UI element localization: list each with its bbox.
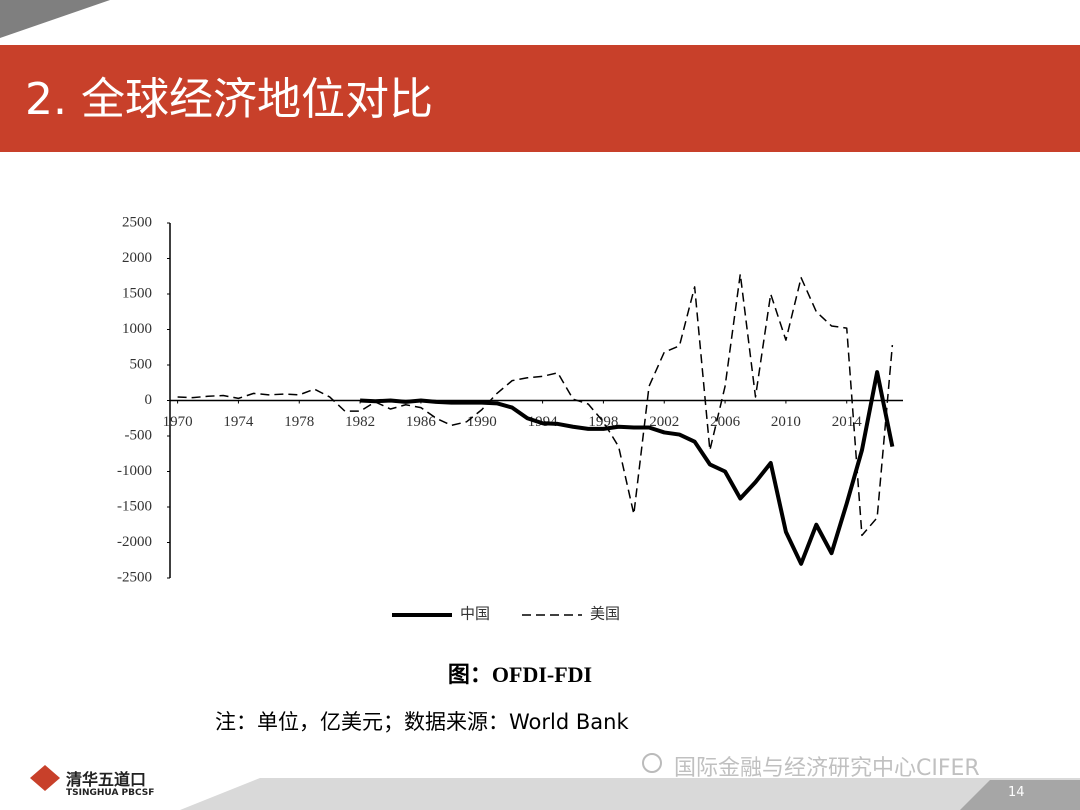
y-tick-label: 2500	[122, 214, 152, 230]
corner-triangle	[0, 0, 110, 38]
logo-mark	[30, 765, 60, 791]
watermark: 国际金融与经济研究中心CIFER	[674, 756, 980, 781]
x-tick-label: 1990	[467, 414, 497, 430]
footer-band	[180, 778, 1080, 810]
y-tick-label: -2500	[117, 569, 152, 585]
x-tick-label: 2014	[832, 414, 863, 430]
legend-label: 美国	[590, 605, 620, 622]
y-tick-label: -2000	[117, 534, 152, 550]
x-tick-label: 2002	[649, 414, 679, 430]
x-tick-label: 2010	[771, 414, 801, 430]
data-line	[359, 370, 895, 566]
y-tick-label: -1000	[117, 463, 152, 479]
footer-accent	[960, 780, 1080, 810]
y-tick-label: 0	[145, 392, 153, 408]
x-tick-label: 1978	[284, 414, 314, 430]
x-tick-label: 1974	[223, 414, 254, 430]
x-tick-label: 1986	[406, 414, 437, 430]
chart-note: 注：单位，亿美元；数据来源：World Bank	[215, 710, 629, 734]
header-band	[0, 45, 1080, 152]
y-tick-label: -500	[125, 427, 153, 443]
y-tick-label: 1500	[122, 285, 152, 301]
slide-title: 2. 全球经济地位对比	[25, 74, 433, 125]
x-tick-label: 1982	[345, 414, 375, 430]
page-number: 14	[1008, 785, 1025, 800]
logo-name: 清华五道口	[66, 770, 147, 789]
y-tick-label: 1000	[122, 321, 152, 337]
y-tick-label: 500	[130, 356, 153, 372]
legend-label: 中国	[460, 605, 490, 622]
chart: -2500 -2000 -1500 -1000 -500 0 500 1000 1500 2000…	[117, 214, 903, 622]
y-tick-label: 2000	[122, 250, 152, 266]
chart-caption: 图：OFDI-FDI	[447, 662, 593, 687]
watermark-icon	[642, 753, 662, 773]
y-tick-label: -1500	[117, 498, 152, 514]
logo-subtitle: TSINGHUA PBCSF	[66, 788, 155, 798]
data-line	[177, 273, 894, 537]
x-tick-label: 1970	[163, 414, 193, 430]
